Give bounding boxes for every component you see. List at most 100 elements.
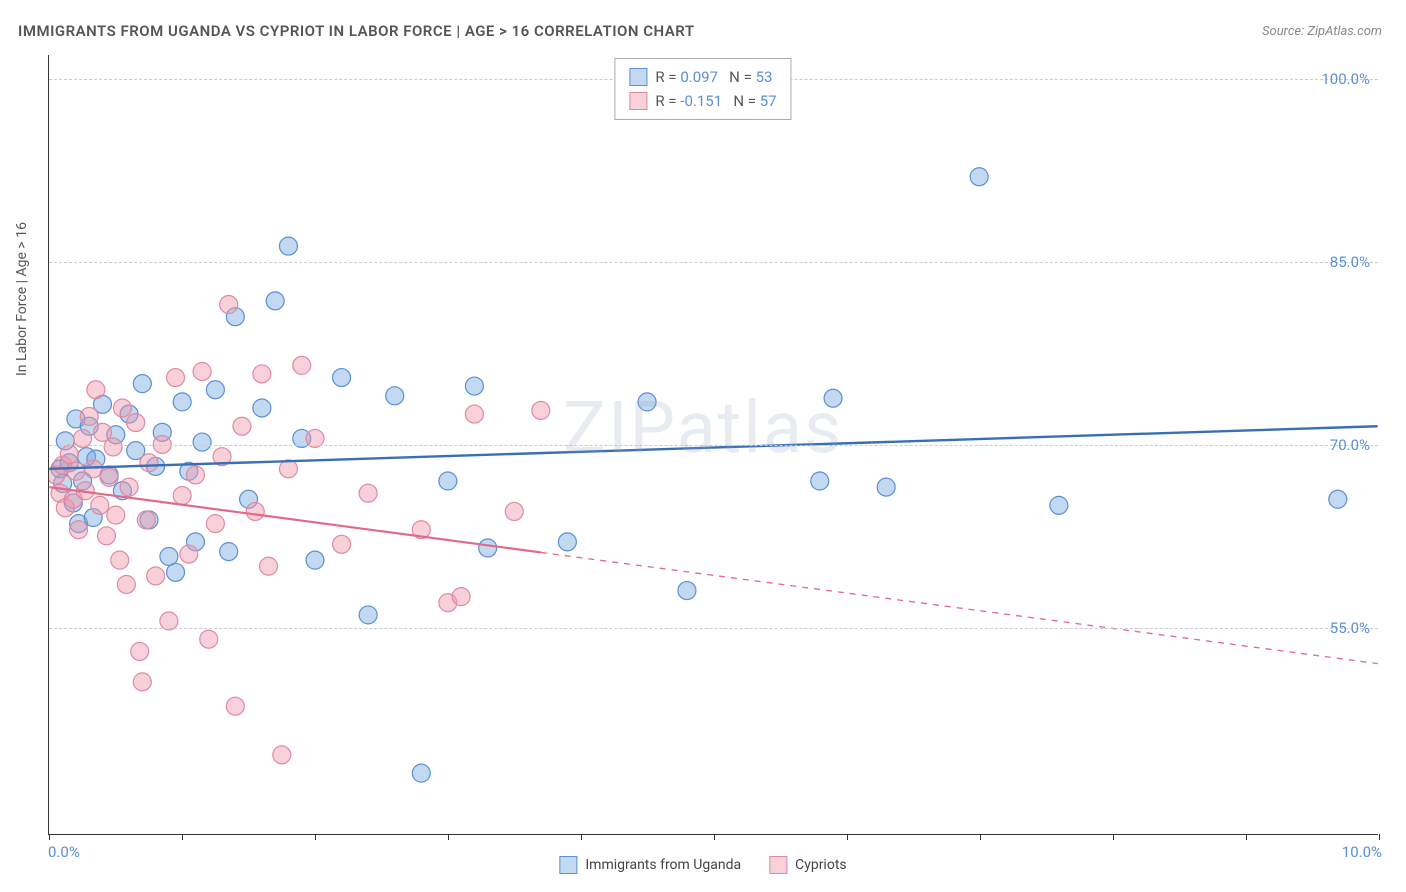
data-point	[824, 389, 842, 407]
gridline	[49, 262, 1378, 263]
legend-item: Cypriots	[769, 856, 847, 874]
data-point	[206, 515, 224, 533]
data-point	[60, 445, 78, 463]
data-point	[970, 168, 988, 186]
x-axis-max-label: 10.0%	[1342, 843, 1382, 861]
data-point	[137, 511, 155, 529]
y-tick-label: 85.0%	[1330, 253, 1370, 271]
series-legend: Immigrants from Uganda Cypriots	[559, 856, 846, 874]
data-point	[260, 557, 278, 575]
data-point	[70, 521, 88, 539]
x-tick-mark	[182, 834, 183, 840]
y-axis-label: In Labor Force | Age > 16	[14, 222, 30, 376]
legend-label: Cypriots	[795, 857, 847, 873]
legend-r-value: 0.097	[680, 68, 718, 86]
data-point	[87, 381, 105, 399]
data-point	[386, 387, 404, 405]
data-point	[412, 764, 430, 782]
data-point	[104, 438, 122, 456]
data-point	[558, 533, 576, 551]
data-point	[293, 356, 311, 374]
data-point	[359, 484, 377, 502]
data-point	[333, 535, 351, 553]
legend-swatch-series-1	[629, 92, 647, 110]
data-point	[226, 697, 244, 715]
data-point	[279, 237, 297, 255]
data-point	[452, 588, 470, 606]
x-tick-mark	[448, 834, 449, 840]
data-point	[465, 405, 483, 423]
data-point	[100, 468, 118, 486]
chart-title: IMMIGRANTS FROM UGANDA VS CYPRIOT IN LAB…	[18, 22, 695, 40]
data-point	[532, 401, 550, 419]
x-tick-mark	[1379, 834, 1380, 840]
data-point	[273, 746, 291, 764]
x-tick-mark	[980, 834, 981, 840]
legend-n-value: 53	[756, 68, 773, 86]
data-point	[167, 369, 185, 387]
legend-r-label: R = -0.151 N = 57	[655, 89, 776, 113]
correlation-legend: R = 0.097 N = 53 R = -0.151 N = 57	[614, 58, 791, 120]
data-point	[67, 462, 85, 480]
data-point	[147, 567, 165, 585]
data-point	[120, 478, 138, 496]
legend-label: Immigrants from Uganda	[585, 857, 741, 873]
data-point	[220, 543, 238, 561]
gridline	[49, 628, 1378, 629]
data-point	[111, 551, 129, 569]
y-tick-label: 100.0%	[1321, 70, 1370, 88]
data-point	[97, 527, 115, 545]
data-point	[220, 296, 238, 314]
data-point	[80, 408, 98, 426]
x-tick-mark	[1246, 834, 1247, 840]
legend-r-label: R = 0.097 N = 53	[655, 65, 772, 89]
legend-r-value: -0.151	[680, 92, 722, 110]
data-point	[173, 393, 191, 411]
plot-area: 55.0%70.0%85.0%100.0%	[48, 55, 1378, 835]
data-point	[193, 362, 211, 380]
x-axis-min-label: 0.0%	[48, 843, 80, 861]
data-point	[811, 472, 829, 490]
data-point	[246, 502, 264, 520]
data-point	[439, 472, 457, 490]
data-point	[253, 365, 271, 383]
x-tick-mark	[315, 834, 316, 840]
data-point	[131, 642, 149, 660]
data-point	[306, 551, 324, 569]
data-point	[167, 563, 185, 581]
data-point	[877, 478, 895, 496]
legend-n-value: 57	[760, 92, 777, 110]
x-tick-mark	[714, 834, 715, 840]
data-point	[193, 433, 211, 451]
data-point	[127, 414, 145, 432]
y-tick-label: 55.0%	[1330, 619, 1370, 637]
source-attribution: Source: ZipAtlas.com	[1262, 24, 1382, 39]
data-point	[140, 454, 158, 472]
legend-swatch-bottom-0	[559, 856, 577, 874]
legend-row: R = 0.097 N = 53	[629, 65, 776, 89]
data-point	[266, 292, 284, 310]
x-tick-mark	[1113, 834, 1114, 840]
legend-swatch-bottom-1	[769, 856, 787, 874]
data-point	[133, 375, 151, 393]
legend-item: Immigrants from Uganda	[559, 856, 741, 874]
data-point	[253, 399, 271, 417]
chart-container: IMMIGRANTS FROM UGANDA VS CYPRIOT IN LAB…	[0, 0, 1406, 892]
data-point	[359, 606, 377, 624]
data-point	[505, 502, 523, 520]
data-point	[465, 377, 483, 395]
x-tick-mark	[847, 834, 848, 840]
data-point	[91, 496, 109, 514]
data-point	[117, 575, 135, 593]
data-point	[333, 369, 351, 387]
data-point	[1050, 496, 1068, 514]
data-point	[479, 539, 497, 557]
x-tick-mark	[49, 834, 50, 840]
data-point	[186, 466, 204, 484]
data-point	[107, 506, 125, 524]
data-point	[678, 582, 696, 600]
data-point	[84, 460, 102, 478]
data-point	[1329, 490, 1347, 508]
trend-line-extrapolated	[541, 552, 1378, 663]
data-point	[113, 399, 131, 417]
